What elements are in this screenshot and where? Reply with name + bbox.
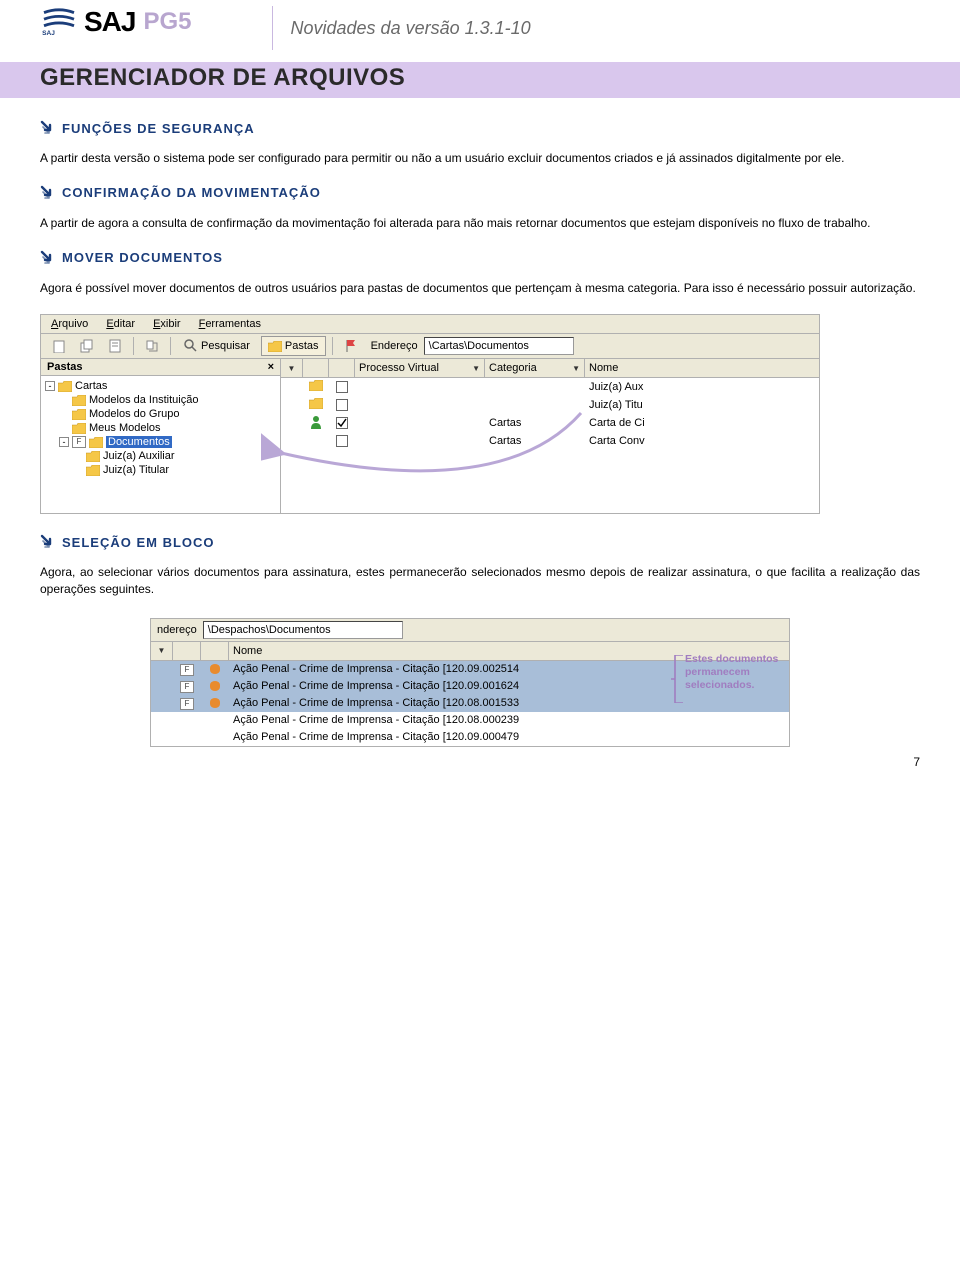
page-header: SAJ SAJ PG5 Novidades da versão 1.3.1-10 (40, 0, 920, 50)
arrow-icon (40, 120, 56, 136)
address-label: Endereço (371, 340, 418, 352)
folders-pane: Pastas× -CartasModelos da InstituiçãoMod… (41, 359, 281, 513)
menubar: Arquivo Editar Exibir Ferramentas (41, 315, 819, 334)
saj-logo-icon: SAJ (40, 7, 78, 37)
menu-item[interactable]: Exibir (153, 318, 181, 330)
address-field[interactable]: \Cartas\Documentos (424, 337, 574, 355)
column-header[interactable]: Categoria▼ (485, 359, 585, 377)
checkbox[interactable] (336, 435, 348, 447)
menu-item[interactable]: Ferramentas (199, 318, 261, 330)
toolbar-btn[interactable] (140, 336, 164, 356)
column-header[interactable] (173, 642, 201, 660)
logo: SAJ SAJ PG5 (40, 6, 192, 38)
section-title: MOVER DOCUMENTOS (62, 250, 223, 265)
svg-text:SAJ: SAJ (42, 30, 55, 37)
folders-button[interactable]: Pastas (261, 336, 326, 356)
section-body: Agora, ao selecionar vários documentos p… (40, 564, 920, 598)
tree-item[interactable]: Meus Modelos (45, 421, 276, 435)
banner-title: GERENCIADOR DE ARQUIVOS (40, 64, 920, 92)
tree-item[interactable]: -Cartas (45, 379, 276, 393)
column-header[interactable]: ▼ (281, 359, 303, 377)
arrow-icon (40, 250, 56, 266)
tree-item[interactable]: Modelos da Instituição (45, 393, 276, 407)
toolbar: Pesquisar Pastas Endereço \Cartas\Docume… (41, 334, 819, 359)
list-row[interactable]: Juiz(a) Aux (281, 378, 819, 396)
arrow-icon (40, 185, 56, 201)
logo-text: SAJ (84, 6, 135, 38)
section-heading: MOVER DOCUMENTOS (40, 250, 920, 266)
banner: GERENCIADOR DE ARQUIVOS (0, 62, 960, 98)
list-pane: ▼ Processo Virtual▼ Categoria▼ Nome Juiz… (281, 359, 819, 513)
version-text: Novidades da versão 1.3.1-10 (291, 18, 531, 39)
section-body: Agora é possível mover documentos de out… (40, 280, 920, 297)
section-body: A partir desta versão o sistema pode ser… (40, 150, 920, 167)
menu-item[interactable]: Arquivo (51, 318, 88, 330)
callout: Estes documentos permanecem selecionados… (685, 653, 795, 692)
version-block: Novidades da versão 1.3.1-10 (272, 6, 531, 50)
tree-item[interactable]: -FDocumentos (45, 435, 276, 449)
arrow-icon (40, 534, 56, 550)
tree-item[interactable]: Modelos do Grupo (45, 407, 276, 421)
toolbar-btn[interactable] (47, 336, 71, 356)
section-title: CONFIRMAÇÃO DA MOVIMENTAÇÃO (62, 185, 321, 200)
toolbar-btn[interactable] (75, 336, 99, 356)
flag-button[interactable] (339, 336, 363, 356)
column-header[interactable] (303, 359, 329, 377)
page-number: 7 (913, 755, 920, 769)
doc-row[interactable]: Ação Penal - Crime de Imprensa - Citação… (151, 729, 789, 746)
column-header[interactable]: ▼ (151, 642, 173, 660)
logo-pg5: PG5 (143, 8, 191, 36)
list-row[interactable]: Juiz(a) Titu (281, 396, 819, 414)
menu-item[interactable]: Editar (106, 318, 135, 330)
close-icon[interactable]: × (268, 361, 274, 373)
doc-list-screenshot: ndereço \Despachos\Documentos ▼ Nome F A… (150, 618, 790, 747)
doc-row[interactable]: Ação Penal - Crime de Imprensa - Citação… (151, 712, 789, 729)
section-title: SELEÇÃO EM BLOCO (62, 535, 215, 550)
column-header[interactable]: Nome (585, 359, 819, 377)
tree-item[interactable]: Juiz(a) Titular (45, 463, 276, 477)
column-header[interactable] (201, 642, 229, 660)
section-title: FUNÇÕES DE SEGURANÇA (62, 121, 255, 136)
toolbar-btn[interactable] (103, 336, 127, 356)
file-manager-screenshot: Arquivo Editar Exibir Ferramentas Pesquisar… (40, 314, 820, 514)
list-row[interactable]: Cartas Carta Conv (281, 432, 819, 450)
tree-item[interactable]: Juiz(a) Auxiliar (45, 449, 276, 463)
section-heading: CONFIRMAÇÃO DA MOVIMENTAÇÃO (40, 185, 920, 201)
search-button[interactable]: Pesquisar (177, 336, 257, 356)
doc-row[interactable]: F Ação Penal - Crime de Imprensa - Citaç… (151, 695, 789, 712)
section-heading: FUNÇÕES DE SEGURANÇA (40, 120, 920, 136)
section-body: A partir de agora a consulta de confirma… (40, 215, 920, 232)
column-header[interactable] (329, 359, 355, 377)
address-label: ndereço (157, 624, 197, 636)
section-heading: SELEÇÃO EM BLOCO (40, 534, 920, 550)
checkbox[interactable] (336, 417, 348, 429)
column-header[interactable]: Processo Virtual▼ (355, 359, 485, 377)
checkbox[interactable] (336, 381, 348, 393)
address-field[interactable]: \Despachos\Documentos (203, 621, 403, 639)
checkbox[interactable] (336, 399, 348, 411)
list-row[interactable]: Cartas Carta de Ci (281, 414, 819, 432)
